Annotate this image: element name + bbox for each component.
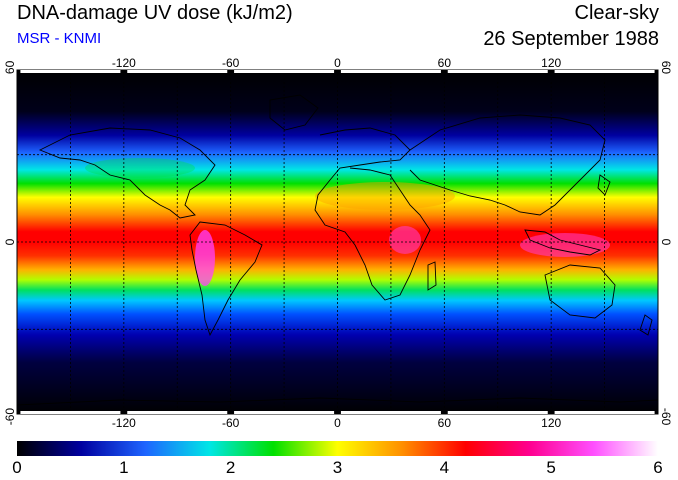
longitude-label-top: 120 (541, 56, 561, 70)
latitude-labels-right: 60 0 -60 (659, 61, 673, 426)
tick-bar (127, 70, 228, 73)
map-frame (16, 69, 659, 415)
tick-bar (127, 411, 228, 414)
latitude-label-right: 60 (659, 61, 673, 75)
longitude-label-bottom: -60 (222, 416, 240, 430)
colorbar-tick-label: 2 (225, 458, 236, 477)
latitude-labels-left: 60 0 -60 (3, 60, 17, 425)
colorbar-tick-label: 6 (653, 458, 663, 477)
antarctica-coast (17, 397, 658, 406)
south-america-coast (189, 221, 263, 337)
indonesia-coast (524, 229, 602, 256)
longitude-label-bottom: 120 (541, 416, 561, 430)
tick-bar (20, 411, 121, 414)
asia-coast (409, 114, 606, 216)
colorbar-tick-label: 5 (546, 458, 556, 477)
north-america-coast (38, 127, 216, 219)
colorbar-tick-label: 0 (12, 458, 22, 477)
graticule (17, 70, 658, 414)
latitude-label-right: 0 (659, 239, 673, 246)
madagascar-coast (427, 261, 437, 291)
colorbar (17, 441, 658, 456)
tick-bar (554, 411, 655, 414)
latitude-label-left: -60 (3, 408, 17, 426)
greenland-coast (269, 94, 319, 131)
tick-bar (447, 411, 548, 414)
longitude-label-top: 0 (334, 56, 341, 70)
map-date: 26 September 1988 (483, 28, 659, 50)
colorbar-tick-label: 4 (439, 458, 450, 477)
sky-condition: Clear-sky (574, 2, 659, 24)
tick-bar (234, 411, 335, 414)
andes-hotspot (195, 230, 215, 286)
bottom-tick-marks (20, 411, 655, 414)
tick-bar (447, 70, 548, 73)
longitude-label-bottom: 60 (438, 416, 452, 430)
new-zealand-coast (639, 314, 653, 336)
japan-coast (597, 174, 611, 196)
longitude-label-top: -120 (112, 56, 136, 70)
tick-bar (340, 70, 441, 73)
latitude-label-right: -60 (659, 408, 673, 426)
east-africa-hotspot (389, 226, 421, 254)
latitude-label-left: 60 (3, 60, 17, 74)
tick-bar (234, 70, 335, 73)
tick-bar (554, 70, 655, 73)
latitude-label-left: 0 (3, 238, 17, 245)
top-tick-marks (20, 70, 655, 73)
map-title: DNA-damage UV dose (kJ/m2) (17, 2, 293, 24)
longitude-labels-top: -120 -60 0 60 120 (112, 56, 562, 70)
longitude-label-top: -60 (222, 56, 240, 70)
tick-bar (340, 411, 441, 414)
longitude-label-bottom: 0 (334, 416, 341, 430)
indonesia-hotspot (520, 233, 610, 257)
colorbar-tick-label: 1 (119, 458, 129, 477)
north-africa-band (315, 182, 455, 210)
map-source: MSR - KNMI (17, 30, 102, 47)
longitude-label-top: 60 (438, 56, 452, 70)
australia-coast (544, 264, 616, 319)
north-america-band (85, 158, 195, 178)
colorbar-tick-label: 3 (332, 458, 343, 477)
tick-bar (20, 70, 121, 73)
longitude-labels-bottom: -120 -60 0 60 120 (112, 416, 562, 430)
longitude-label-bottom: -120 (112, 416, 136, 430)
